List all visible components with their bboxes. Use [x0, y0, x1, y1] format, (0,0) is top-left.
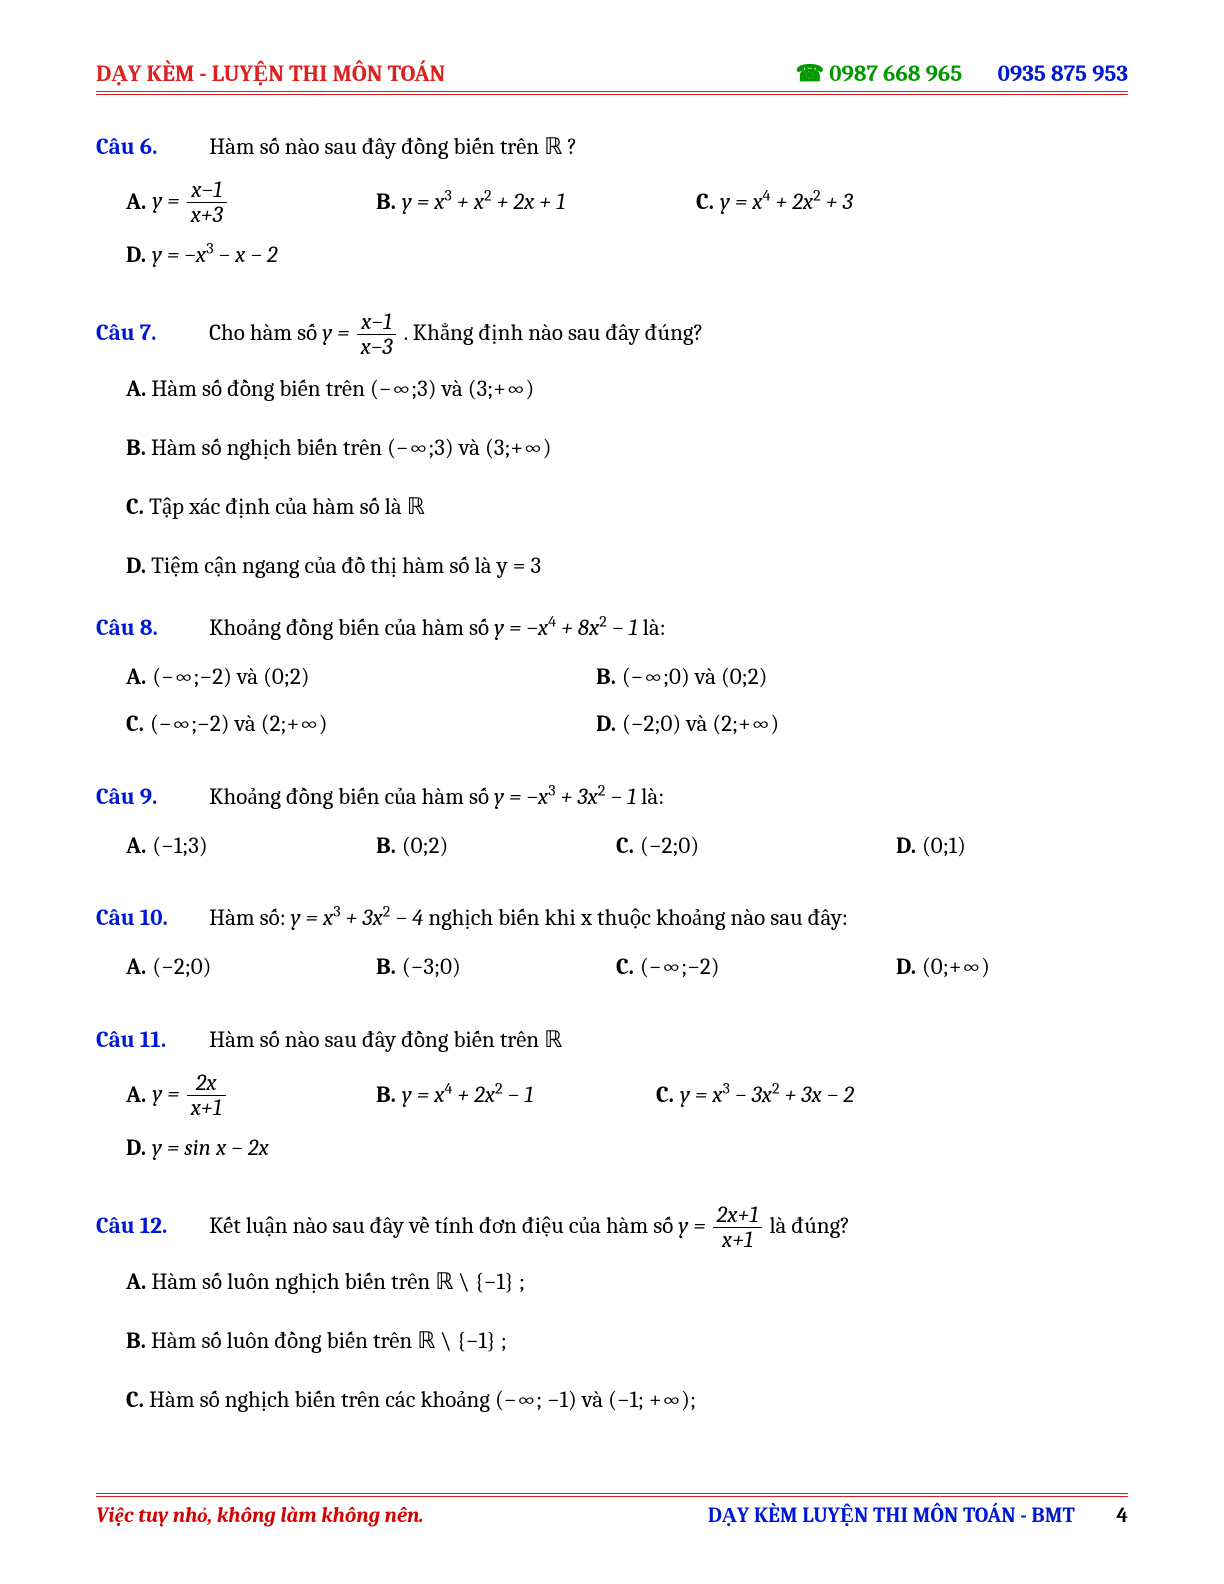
q9-opt-C: C. (−2;0): [616, 828, 856, 865]
q9-opt-B: B. (0;2): [376, 828, 576, 865]
q9-number: Câu 9.: [96, 779, 204, 816]
q7-opt-B: B. Hàm số nghịch biến trên (−∞;3) và (3;…: [126, 430, 1128, 467]
question-6: Câu 6. Hàm số nào sau đây đồng biến trên…: [96, 129, 1128, 284]
q8-opt-A: A. (−∞;−2) và (0;2): [126, 659, 556, 696]
q7-opt-D: D. Tiệm cận ngang của đồ thị hàm số là y…: [126, 548, 1128, 585]
q9-opt-D: D. (0;1): [896, 828, 966, 865]
q6-stem: Hàm số nào sau đây đồng biến trên ℝ ?: [209, 133, 577, 160]
q12-stem: Kết luận nào sau đây về tính đơn điệu củ…: [209, 1212, 850, 1239]
q10-opt-C: C. (−∞;−2): [616, 949, 856, 986]
footer-left: Việc tuy nhỏ, không làm không nên.: [96, 1503, 424, 1528]
q11-opt-B: B. y = x4 + 2x2 − 1: [376, 1071, 616, 1120]
header-phone-1: 0987 668 965: [829, 60, 962, 87]
page-header: DẠY KÈM - LUYỆN THI MÔN TOÁN ☎ 0987 668 …: [96, 60, 1128, 95]
q12-number: Câu 12.: [96, 1208, 204, 1245]
question-12: Câu 12. Kết luận nào sau đây về tính đơn…: [96, 1203, 1128, 1419]
q9-opt-A: A. (−1;3): [126, 828, 336, 865]
q7-number: Câu 7.: [96, 315, 204, 352]
q11-opt-D: D. y = sin x − 2x: [126, 1130, 269, 1167]
question-11: Câu 11. Hàm số nào sau đây đồng biến trê…: [96, 1022, 1128, 1177]
footer-mid: DẠY KÈM LUYỆN THI MÔN TOÁN - BMT: [708, 1504, 1075, 1528]
q9-stem: Khoảng đồng biến của hàm số y = −x3 + 3x…: [209, 783, 664, 810]
q8-stem: Khoảng đồng biến của hàm số y = −x4 + 8x…: [209, 614, 666, 641]
q12-opt-B: B. Hàm số luôn đồng biến trên ℝ \ {−1} ;: [126, 1323, 1128, 1360]
q11-opt-A: A. y = 2xx+1: [126, 1071, 336, 1120]
q6-opt-D: D. y = −x3 − x − 2: [126, 237, 278, 274]
q8-opt-C: C. (−∞;−2) và (2;+∞): [126, 706, 556, 743]
question-10: Câu 10. Hàm số: y = x3 + 3x2 − 4 nghịch …: [96, 900, 1128, 996]
q7-opt-C: C. Tập xác định của hàm số là ℝ: [126, 489, 1128, 526]
page: DẠY KÈM - LUYỆN THI MÔN TOÁN ☎ 0987 668 …: [0, 0, 1224, 1584]
q10-opt-A: A. (−2;0): [126, 949, 336, 986]
q6-opt-C: C. y = x4 + 2x2 + 3: [696, 178, 956, 227]
q6-opt-A: A. y = x−1x+3: [126, 178, 336, 227]
q11-number: Câu 11.: [96, 1022, 204, 1059]
header-phone-2: 0935 875 953: [998, 60, 1128, 87]
question-9: Câu 9. Khoảng đồng biến của hàm số y = −…: [96, 779, 1128, 875]
page-footer: Việc tuy nhỏ, không làm không nên. DẠY K…: [96, 1493, 1128, 1528]
q8-opt-D: D. (−2;0) và (2;+∞): [596, 706, 1026, 743]
header-title: DẠY KÈM - LUYỆN THI MÔN TOÁN: [96, 60, 445, 87]
question-7: Câu 7. Cho hàm số y = x−1x−3 . Khẳng địn…: [96, 310, 1128, 584]
q10-stem: Hàm số: y = x3 + 3x2 − 4 nghịch biến khi…: [209, 904, 848, 931]
q12-opt-C: C. Hàm số nghịch biến trên các khoảng (−…: [126, 1382, 1128, 1419]
phone-icon: ☎: [796, 60, 825, 87]
q10-opt-D: D. (0;+∞): [896, 949, 990, 986]
q8-number: Câu 8.: [96, 610, 204, 647]
header-phones: ☎ 0987 668 965 0935 875 953: [796, 60, 1128, 87]
q10-opt-B: B. (−3;0): [376, 949, 576, 986]
q7-opt-A: A. Hàm số đồng biến trên (−∞;3) và (3;+∞…: [126, 371, 1128, 408]
q7-stem: Cho hàm số y = x−1x−3 . Khẳng định nào s…: [209, 319, 703, 346]
q12-opt-A: A. Hàm số luôn nghịch biến trên ℝ \ {−1}…: [126, 1264, 1128, 1301]
q6-number: Câu 6.: [96, 129, 204, 166]
question-8: Câu 8. Khoảng đồng biến của hàm số y = −…: [96, 610, 1128, 752]
q6-opt-B: B. y = x3 + x2 + 2x + 1: [376, 178, 656, 227]
q11-stem: Hàm số nào sau đây đồng biến trên ℝ: [209, 1026, 562, 1053]
content: Câu 6. Hàm số nào sau đây đồng biến trên…: [96, 95, 1128, 1418]
footer-page-number: 4: [1116, 1504, 1128, 1528]
q11-opt-C: C. y = x3 − 3x2 + 3x − 2: [656, 1071, 936, 1120]
q8-opt-B: B. (−∞;0) và (0;2): [596, 659, 1026, 696]
q10-number: Câu 10.: [96, 900, 204, 937]
